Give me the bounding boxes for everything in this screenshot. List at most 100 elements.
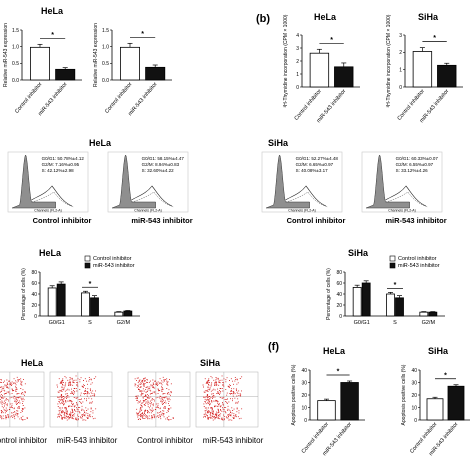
d-hela-ylabel: Percentage of cells (%) bbox=[21, 268, 27, 320]
c-hela-2-stat: S: 32.60%±4.22 bbox=[142, 168, 174, 173]
d-hela-ytick-label: 80 bbox=[31, 270, 37, 276]
chart-c-siha-control: Channels (FL2-A) G0/G1: 52.27%±4.48G2/M: … bbox=[261, 138, 346, 225]
e-hela-dot-panel bbox=[0, 371, 45, 428]
d-siha-x-label: G2/M bbox=[422, 320, 436, 326]
c-siha-2-stat: G2/M: 6.55%±0.97 bbox=[396, 162, 434, 167]
d-hela-x-label: G0/G1 bbox=[49, 320, 65, 326]
panel-label-f: (f) bbox=[268, 341, 279, 353]
d-siha-sig-star: * bbox=[394, 282, 397, 289]
e-hela-x-label: miR-543 inhibitor bbox=[57, 436, 118, 445]
b-siha-sig-star: * bbox=[433, 35, 436, 42]
a-hela-bar bbox=[55, 68, 76, 81]
c-hela-title: HeLa bbox=[89, 138, 112, 148]
e-siha-dot-panel bbox=[195, 371, 259, 428]
d-hela-legend-label: Control inhibitor bbox=[93, 256, 132, 262]
f-siha-sig-star: * bbox=[444, 372, 447, 379]
d-hela-legend-swatch bbox=[84, 255, 91, 262]
b-hela-ylabel: ³H-Thymidine incorporation (CPM × 1000) bbox=[283, 14, 289, 107]
e-siha-title: SiHa bbox=[200, 358, 221, 368]
f-hela-ytick-label: 10 bbox=[301, 405, 307, 411]
chart-e-siha: SiHa Control inhibitor miR-543 inhibitor bbox=[127, 358, 264, 445]
f-hela-bar bbox=[340, 382, 359, 421]
c-siha-2-x-label: miR-543 inhibitor bbox=[385, 216, 446, 225]
e-hela-x-label: Control inhibitor bbox=[0, 436, 47, 445]
c-hela-stat: S: 42.12%±2.98 bbox=[42, 168, 74, 173]
d-siha-ytick-label: 20 bbox=[336, 303, 342, 309]
f-hela-ytick-label: 20 bbox=[301, 393, 307, 399]
b-hela-bar bbox=[309, 52, 330, 88]
c-siha-stat: G0/G1: 52.27%±4.48 bbox=[296, 156, 339, 161]
c-siha-g2-curve bbox=[285, 185, 327, 207]
c-siha-2-g1-peak bbox=[365, 154, 410, 209]
c-hela-g1-peak bbox=[11, 154, 56, 209]
d-siha-title: SiHa bbox=[348, 248, 369, 258]
a-siha-sig-star: * bbox=[141, 31, 144, 38]
a-hela-title: HeLa bbox=[41, 6, 64, 16]
b-hela-ytick-label: 4 bbox=[296, 33, 299, 39]
a-siha-ytick-label: 0.0 bbox=[102, 78, 109, 84]
c-hela-2-stat: G2/M: 8.94%±0.83 bbox=[142, 162, 180, 167]
chart-c-siha-inhibitor: Channels (FL2-A) G0/G1: 60.33%±0.07G2/M: … bbox=[361, 151, 447, 225]
d-hela-bar bbox=[123, 310, 133, 317]
d-siha-bar bbox=[361, 282, 371, 317]
d-siha-ylabel: Percentage of cells (%) bbox=[326, 268, 332, 320]
c-hela-2-g2-curve bbox=[131, 185, 173, 207]
d-hela-x-label: G2/M bbox=[117, 320, 131, 326]
c-hela-2-axis-text: Channels (FL2-A) bbox=[134, 209, 162, 213]
d-hela-legend-swatch bbox=[84, 262, 91, 269]
c-siha-2-g2-curve bbox=[385, 185, 427, 207]
a-siha-ylabel: Relative miR-543 expression bbox=[93, 23, 99, 87]
d-hela-bar bbox=[114, 311, 124, 317]
c-hela-x-label: Control inhibitor bbox=[33, 216, 92, 225]
d-hela-legend-label: miR-543 inhibitor bbox=[93, 263, 135, 269]
d-siha-bar bbox=[395, 297, 404, 317]
chart-c-hela-inhibitor: Channels (FL2-A) G0/G1: 58.15%±4.47G2/M: … bbox=[107, 151, 193, 225]
d-siha-ytick-label: 0 bbox=[339, 314, 342, 320]
a-siha-ytick-label: 0.5 bbox=[102, 61, 109, 67]
d-hela-x-label: S bbox=[88, 320, 92, 326]
b-hela-ytick-label: 0 bbox=[296, 85, 299, 91]
c-hela-g2-curve bbox=[31, 185, 73, 207]
e-hela-dot-panel bbox=[49, 371, 113, 428]
b-siha-ytick-label: 1 bbox=[399, 67, 402, 73]
chart-f-siha: 0 10 20 30 40 Apoptosis positive cells (%) SiH… bbox=[401, 346, 470, 457]
chart-e-hela: HeLa Control inhibitor miR-543 inhibitor bbox=[0, 358, 118, 445]
a-hela-ytick-label: 0.0 bbox=[12, 78, 19, 84]
a-hela-ylabel: Relative miR-543 expression bbox=[3, 23, 9, 87]
e-siha-dots bbox=[202, 375, 243, 421]
d-siha-ytick-label: 60 bbox=[336, 281, 342, 287]
d-siha-bar bbox=[419, 311, 429, 317]
f-siha-title: SiHa bbox=[428, 346, 449, 356]
f-siha-ytick-label: 0 bbox=[414, 418, 417, 424]
f-siha-ytick-label: 20 bbox=[411, 393, 417, 399]
c-siha-axis-text: Channels (FL2-A) bbox=[288, 209, 316, 213]
b-siha-ytick-label: 3 bbox=[399, 33, 402, 39]
e-siha-frame bbox=[127, 371, 191, 428]
panel-label-b: (b) bbox=[256, 13, 270, 25]
b-siha-ytick-label: 0 bbox=[399, 85, 402, 91]
d-siha-legend-label: Control inhibitor bbox=[398, 256, 437, 262]
b-hela-sig-star: * bbox=[330, 37, 333, 44]
f-siha-ytick-label: 30 bbox=[411, 380, 417, 386]
c-siha-2-axis-text: Channels (FL2-A) bbox=[388, 209, 416, 213]
d-hela-sig-star: * bbox=[89, 281, 92, 288]
f-siha-ytick-label: 40 bbox=[411, 368, 417, 374]
d-siha-bar bbox=[352, 286, 362, 317]
d-siha-bar bbox=[386, 293, 395, 317]
c-hela-stat: G2/M: 7.16%±0.95 bbox=[42, 162, 80, 167]
d-hela-bar bbox=[81, 292, 90, 317]
f-hela-sig-star: * bbox=[337, 369, 340, 376]
b-siha-ylabel: ³H-Thymidine incorporation (CPM × 1000) bbox=[386, 14, 392, 107]
c-siha-x-label: Control inhibitor bbox=[287, 216, 346, 225]
d-siha-x-label: S bbox=[393, 320, 397, 326]
f-hela-ytick-label: 40 bbox=[301, 368, 307, 374]
f-siha-bar bbox=[426, 398, 444, 421]
c-siha-2-stat: S: 33.12%±4.26 bbox=[396, 168, 428, 173]
b-hela-bar bbox=[334, 66, 354, 88]
c-hela-stat: G0/G1: 50.78%±4.12 bbox=[42, 156, 85, 161]
chart-d-hela: 0 20 40 60 80 Percentage of cells (%) HeLa G0/G… bbox=[21, 248, 140, 326]
a-hela-ytick-label: 0.5 bbox=[12, 61, 19, 67]
d-hela-bar bbox=[47, 287, 57, 317]
